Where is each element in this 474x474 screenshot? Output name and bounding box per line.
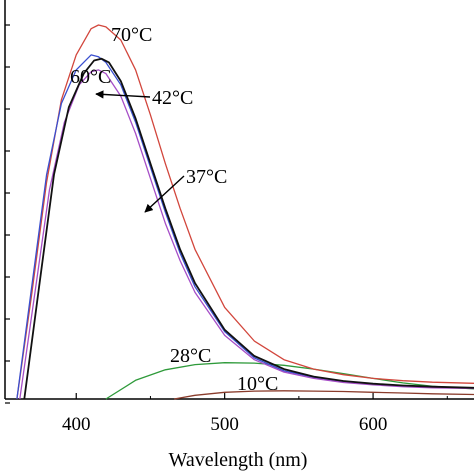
annotation-arrow-42 <box>95 90 151 99</box>
annotation-label-0: 70°C <box>111 24 152 46</box>
annotation-label-4: 28°C <box>170 345 211 367</box>
annotation-arrow-37 <box>144 175 185 213</box>
annotation-label-1: 60°C <box>70 66 111 88</box>
annotation-label-5: 10°C <box>237 373 278 395</box>
x-tick-label: 400 <box>62 414 91 435</box>
x-tick-label: 500 <box>210 414 239 435</box>
annotations: 70°C60°C 42°C 37°C 28°C 10°C <box>70 24 278 395</box>
axes: 400 500 600 <box>4 0 474 435</box>
series-line-3 <box>19 69 474 400</box>
series-lines <box>16 24 474 400</box>
annotation-label-2: 42°C <box>152 87 193 109</box>
x-axis-label: Wavelength (nm) <box>169 449 308 471</box>
annotation-label-3: 37°C <box>186 166 227 188</box>
series-line-5 <box>174 390 474 400</box>
series-line-0 <box>16 24 474 400</box>
x-tick-label: 600 <box>359 414 388 435</box>
series-line-4 <box>105 362 474 400</box>
series-line-2 <box>23 57 474 400</box>
